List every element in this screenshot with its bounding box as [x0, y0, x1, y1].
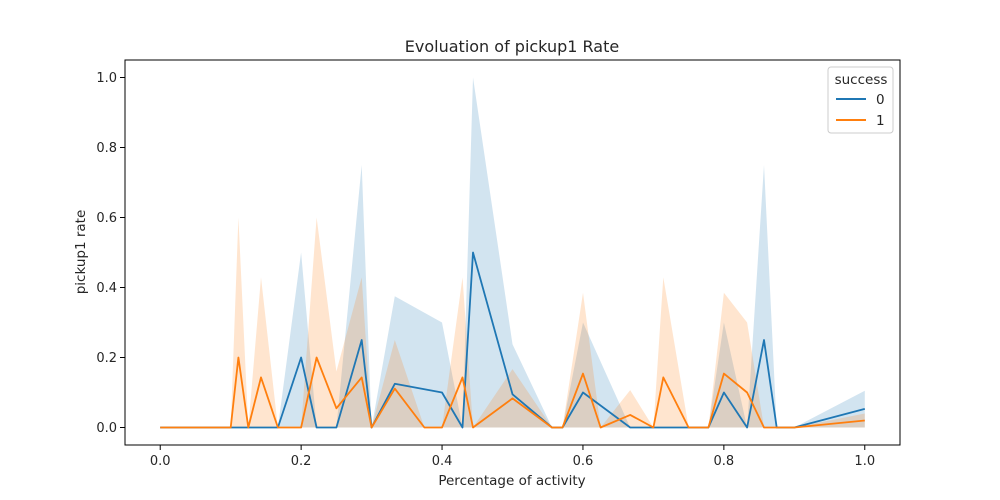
x-tick-label: 0.2	[291, 454, 312, 469]
plot-frame	[124, 59, 901, 446]
y-tick-label: 0.4	[96, 281, 117, 296]
legend-label-series-1: 1	[876, 113, 885, 129]
confidence-bands	[160, 77, 865, 428]
x-axis-label: Percentage of activity	[438, 473, 585, 489]
confidence-band-series-0	[160, 77, 865, 428]
y-tick-label: 0.2	[96, 351, 117, 366]
y-tick-label: 0.6	[96, 211, 117, 226]
x-tick-label: 0.6	[573, 454, 594, 469]
y-axis-label: pickup1 rate	[73, 210, 89, 295]
y-tick-label: 0.0	[96, 421, 117, 436]
x-tick-label: 0.8	[714, 454, 735, 469]
series-line-1	[160, 356, 865, 429]
x-tick-label: 0.0	[150, 454, 171, 469]
y-tick-label: 1.0	[96, 71, 117, 86]
x-tick-label: 1.0	[854, 454, 875, 469]
chart-title: Evoluation of pickup1 Rate	[405, 37, 619, 56]
y-tick-label: 0.8	[96, 141, 117, 156]
y-axis-ticks: 0.0 0.2 0.4 0.6 0.8 1.0	[96, 71, 125, 436]
legend: success 0 1	[827, 66, 894, 134]
legend-label-series-0: 0	[876, 92, 885, 108]
legend-title: success	[835, 72, 888, 88]
confidence-band-series-1	[160, 217, 865, 428]
x-tick-label: 0.4	[432, 454, 453, 469]
series-lines	[160, 251, 866, 429]
x-axis-ticks: 0.0 0.2 0.4 0.6 0.8 1.0	[150, 445, 875, 469]
